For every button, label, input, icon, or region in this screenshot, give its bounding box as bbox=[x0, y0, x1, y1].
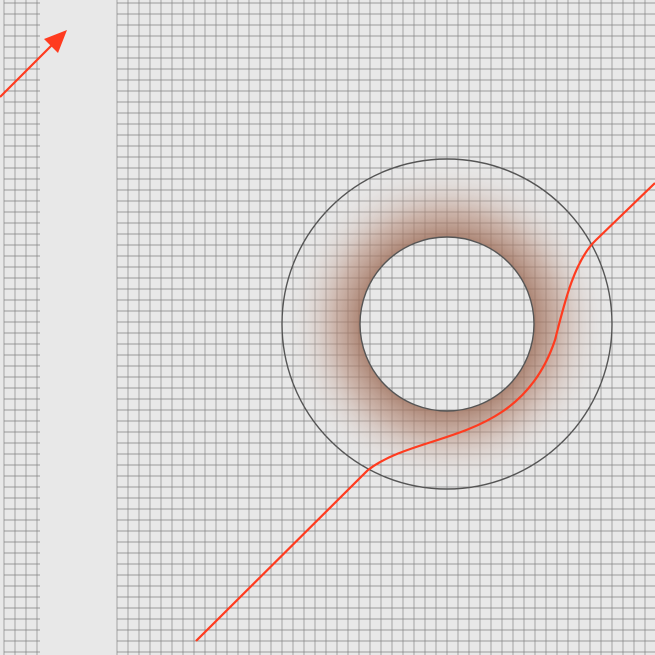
outer-circle bbox=[281, 158, 613, 490]
arrow-head-icon bbox=[44, 30, 67, 53]
direction-arrow bbox=[0, 30, 67, 98]
inner-circle bbox=[359, 236, 535, 412]
shell-ring bbox=[281, 158, 613, 490]
deflected-ray bbox=[195, 182, 655, 642]
left-grid-strip bbox=[3, 0, 40, 655]
ring-shading bbox=[282, 159, 612, 489]
blank-band bbox=[40, 0, 113, 655]
arrow-shaft bbox=[0, 40, 57, 98]
